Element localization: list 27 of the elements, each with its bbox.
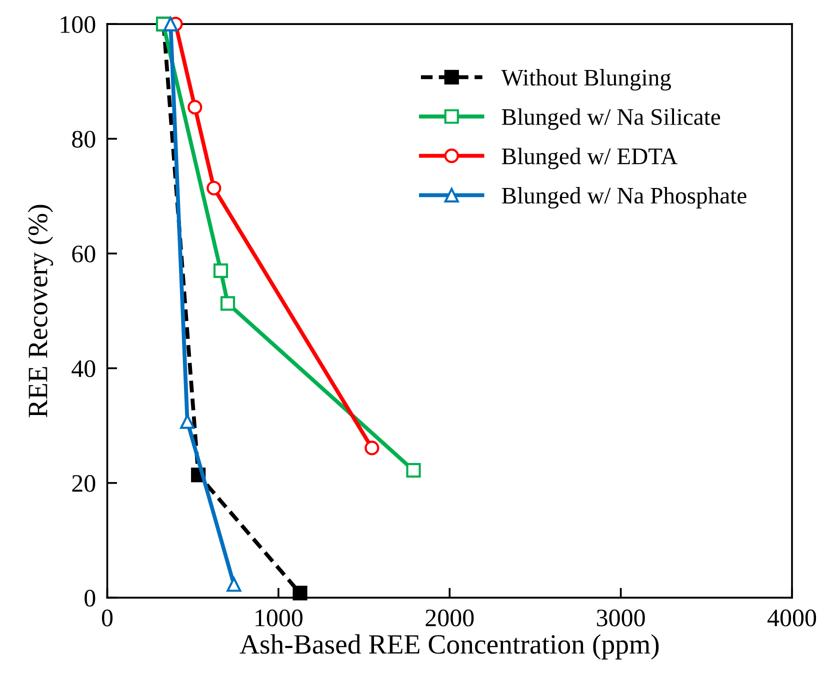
point xyxy=(226,577,242,592)
y-tick-label: 20 xyxy=(72,475,96,492)
x-axis-title: Ash-Based REE Concentration (ppm) xyxy=(240,634,659,660)
point xyxy=(206,180,222,196)
legend-label: Without Blunging xyxy=(501,69,671,91)
x-tick-label: 1000 xyxy=(256,610,302,626)
point xyxy=(364,440,380,456)
y-tick-label: 0 xyxy=(84,590,96,607)
point xyxy=(163,16,178,32)
point xyxy=(406,463,421,478)
y-tick-label: 40 xyxy=(72,360,96,378)
legend-label: Blunged w/ Na Phosphate xyxy=(502,187,746,209)
point xyxy=(220,296,236,311)
point xyxy=(180,414,195,429)
y-axis-title: REE Recovery (%) xyxy=(28,204,54,418)
x-tick-label: 2000 xyxy=(426,610,474,626)
point xyxy=(188,100,202,115)
y-tick-label: 80 xyxy=(72,130,96,148)
y-tick-label: 60 xyxy=(72,246,96,262)
legend-label: Blunged w/ EDTA xyxy=(502,148,678,170)
point xyxy=(213,263,228,278)
legend-label: Blunged w/ Na Silicate xyxy=(502,108,720,130)
y-tick-label: 100 xyxy=(60,16,96,33)
x-tick-label: 3000 xyxy=(597,610,645,626)
x-tick-label: 0 xyxy=(102,610,113,626)
point xyxy=(292,586,308,600)
x-tick-label: 4000 xyxy=(767,610,816,626)
